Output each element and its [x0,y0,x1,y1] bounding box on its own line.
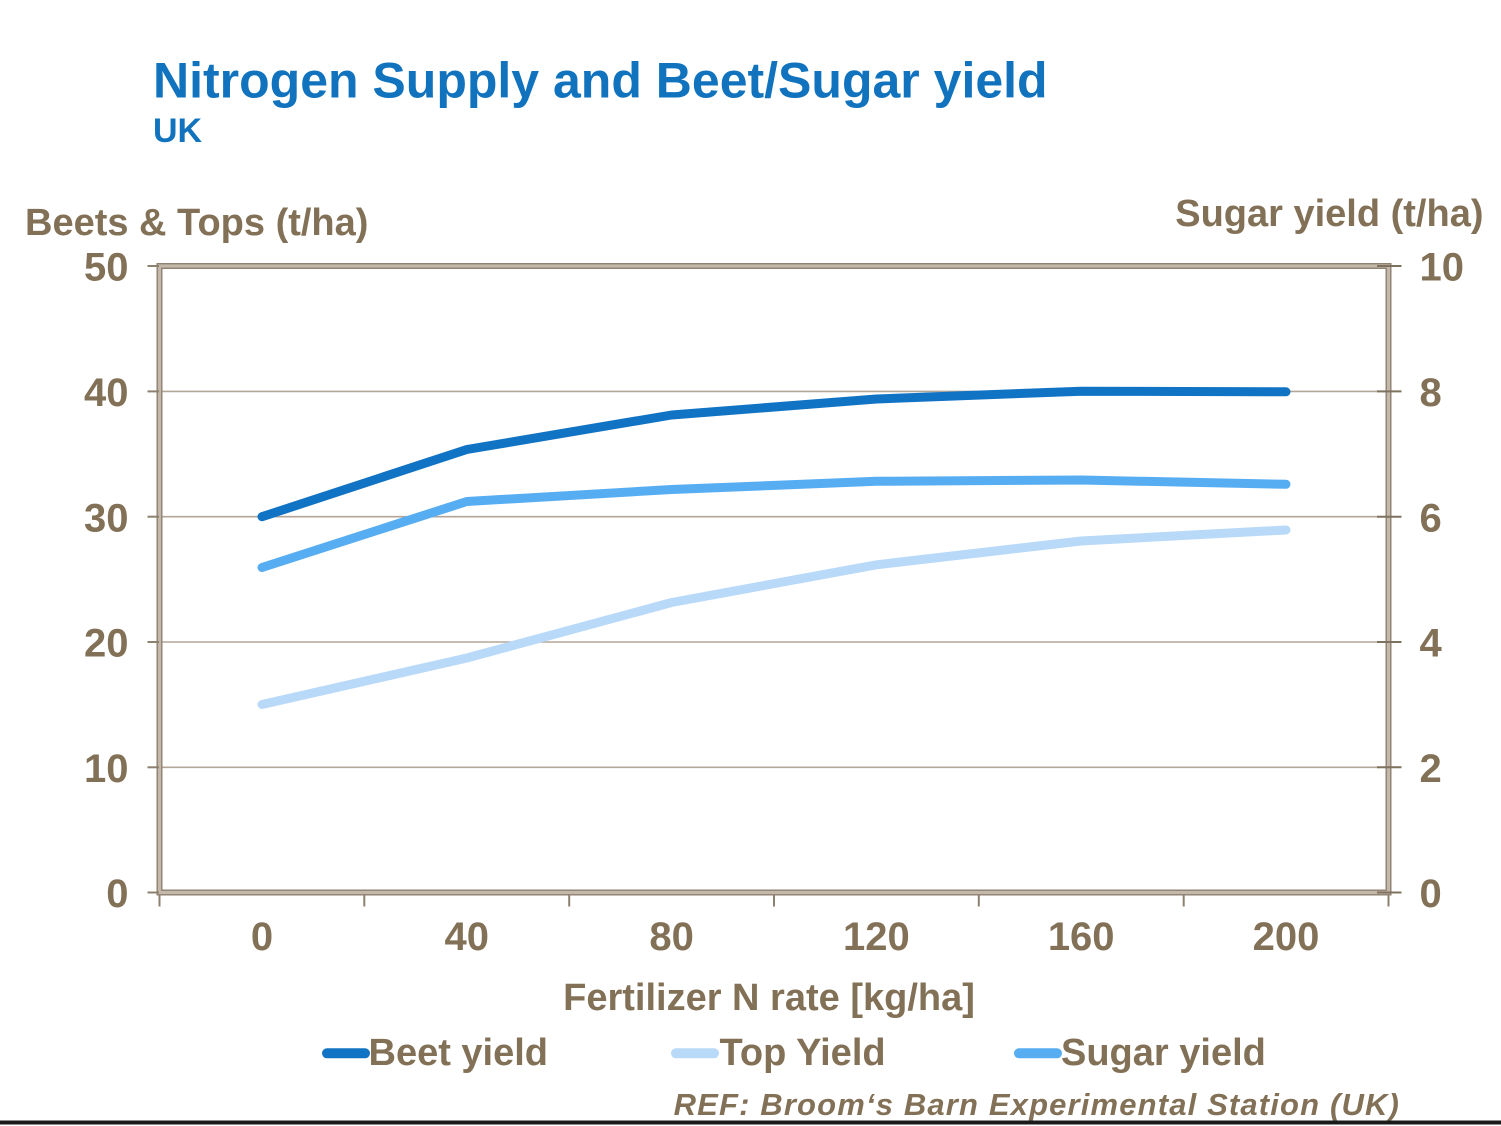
svg-text:2: 2 [1420,747,1442,791]
svg-text:0: 0 [106,872,128,916]
svg-text:REF: Broom‘s Barn Experimental: REF: Broom‘s Barn Experimental Station (… [674,1087,1400,1122]
svg-text:Top Yield: Top Yield [720,1032,886,1074]
svg-text:UK: UK [153,112,203,150]
svg-text:0: 0 [251,915,273,959]
svg-text:Sugar yield: Sugar yield [1061,1032,1266,1074]
svg-text:80: 80 [649,915,694,959]
svg-text:Sugar yield (t/ha): Sugar yield (t/ha) [1175,193,1483,235]
svg-text:10: 10 [1420,246,1465,290]
svg-text:40: 40 [445,915,490,959]
svg-text:200: 200 [1253,915,1320,959]
svg-text:Fertilizer N rate [kg/ha]: Fertilizer N rate [kg/ha] [563,977,975,1019]
svg-text:40: 40 [84,371,129,415]
svg-text:50: 50 [84,246,129,290]
svg-text:10: 10 [84,747,129,791]
svg-text:4: 4 [1420,622,1443,666]
svg-text:120: 120 [843,915,910,959]
svg-text:8: 8 [1420,371,1442,415]
svg-text:Beets & Tops (t/ha): Beets & Tops (t/ha) [25,202,368,244]
svg-text:30: 30 [84,496,129,540]
svg-text:0: 0 [1420,872,1442,916]
svg-text:20: 20 [84,622,129,666]
svg-text:160: 160 [1048,915,1115,959]
svg-text:6: 6 [1420,496,1442,540]
svg-text:Nitrogen Supply and Beet/Sugar: Nitrogen Supply and Beet/Sugar yield [153,53,1048,109]
svg-text:Beet yield: Beet yield [369,1032,549,1074]
